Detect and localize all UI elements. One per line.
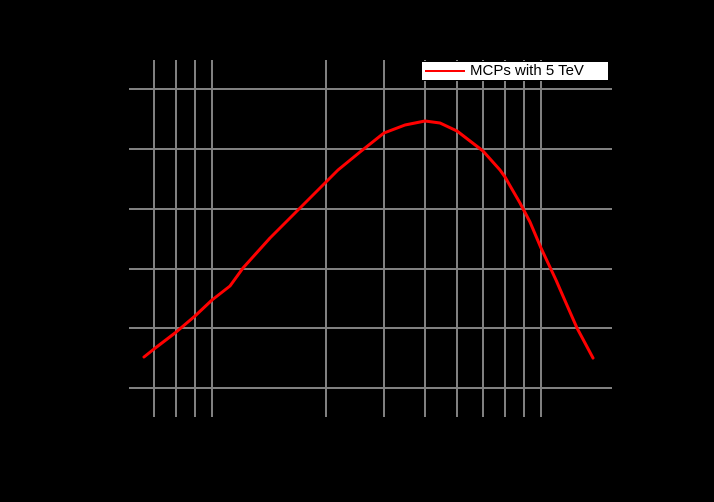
legend-label: MCPs with 5 TeV — [470, 62, 584, 79]
series-line-mcps-5tev — [142, 119, 595, 360]
legend: MCPs with 5 TeV — [421, 61, 609, 81]
legend-swatch-red-line-icon — [425, 70, 465, 72]
grid-lines — [129, 60, 612, 417]
